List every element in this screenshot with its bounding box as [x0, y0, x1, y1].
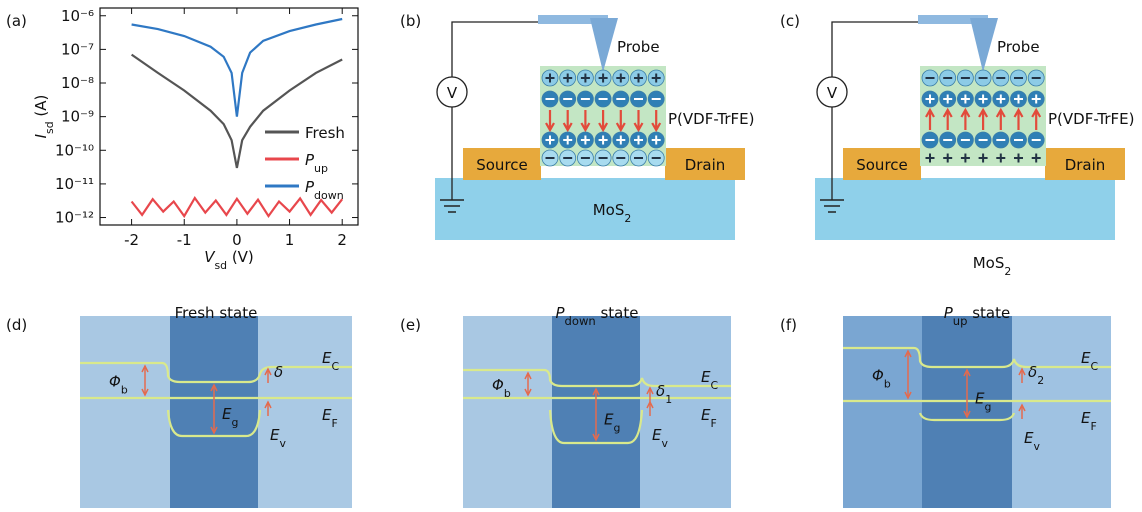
legend-label: Pdown [305, 178, 344, 202]
x-axis-label: Vsd (V) [204, 248, 254, 272]
barrier-label-part: b [504, 387, 511, 400]
ev-label-part: v [1033, 440, 1040, 453]
ef-label-part: F [710, 417, 716, 430]
barrier-label-part: Φ [109, 373, 121, 391]
voltmeter-label: V [447, 84, 458, 102]
channel [435, 178, 735, 240]
ec-label-part: C [331, 360, 339, 373]
channel-label-part: 2 [1004, 265, 1011, 278]
right-region [640, 316, 731, 508]
panel-label: (b) [400, 12, 421, 30]
band-title-part: down [565, 314, 596, 328]
x-axis-label-part: sd [214, 259, 227, 272]
panel-label: (d) [6, 316, 27, 334]
ferroelectric-label: P(VDF-TrFE) [668, 110, 754, 128]
channel-label-part: MoS [593, 201, 625, 219]
delta-label-part: δ [656, 382, 665, 400]
ec-label-part: C [1090, 360, 1098, 373]
ec-label-part: C [710, 379, 718, 392]
band-title-part: Fresh state [175, 304, 258, 322]
right-region [258, 316, 352, 508]
y-tick-label: 10⁻¹² [55, 209, 94, 227]
ef-label-part: F [1090, 420, 1096, 433]
x-tick-label: 0 [232, 231, 242, 249]
legend-name-sub: down [314, 189, 344, 202]
drain-label: Drain [1065, 156, 1106, 174]
voltmeter-label: V [827, 84, 838, 102]
gap-label-part: g [984, 400, 991, 413]
probe-label: Probe [617, 38, 660, 56]
series-line [132, 198, 343, 216]
probe-label: Probe [997, 38, 1040, 56]
channel-label-part: MoS [973, 254, 1005, 272]
legend-name: Fresh [305, 124, 345, 142]
gap-label-part: g [231, 416, 238, 429]
barrier-label-part: b [121, 383, 128, 396]
source-label: Source [856, 156, 908, 174]
probe-tip [970, 18, 998, 72]
x-tick-label: -2 [124, 231, 139, 249]
y-tick-label: 10⁻¹¹ [55, 175, 94, 193]
y-axis-label-part: (A) [32, 95, 50, 122]
panel-label: (a) [6, 12, 27, 30]
panel-label: (f) [780, 316, 797, 334]
x-tick-label: 2 [337, 231, 347, 249]
ev-label-part: v [661, 437, 668, 450]
y-tick-label: 10⁻⁶ [61, 7, 94, 25]
delta-label-part: 1 [665, 393, 672, 406]
x-axis-label-part: (V) [227, 248, 254, 266]
y-tick-label: 10⁻⁷ [61, 40, 94, 58]
y-tick-label: 10⁻⁹ [61, 108, 94, 126]
legend-name-sub: up [314, 162, 328, 175]
probe-tip [590, 18, 618, 72]
barrier-label-part: Φ [872, 367, 884, 385]
gap-label-part: g [613, 421, 620, 434]
source-label: Source [476, 156, 528, 174]
legend-label: Fresh [305, 124, 345, 142]
y-tick-label: 10⁻¹⁰ [55, 141, 94, 159]
delta-label-part: 2 [1037, 374, 1044, 387]
band-title: Fresh state [175, 304, 258, 322]
figure: (a) (b) (c) (d) (e) (f) 10⁻¹² 10⁻¹¹ 10⁻¹⁰ 10⁻⁹ 10⁻… [0, 0, 1142, 512]
delta-label-part: δ [1028, 363, 1037, 381]
x-tick-label: -1 [177, 231, 192, 249]
y-tick-label: 10⁻⁸ [61, 74, 94, 92]
panel-label: (c) [780, 12, 800, 30]
ef-label-part: F [331, 417, 337, 430]
barrier-label-part: Φ [492, 376, 504, 394]
y-axis-label-part: sd [43, 121, 56, 134]
y-axis-label: Isd (A) [32, 95, 56, 139]
ferroelectric-label: P(VDF-TrFE) [1048, 110, 1134, 128]
ev-label-part: v [279, 437, 286, 450]
channel-label-part: 2 [624, 212, 631, 225]
band-title-part: up [953, 314, 968, 328]
right-region [1012, 316, 1111, 508]
panel-label: (e) [400, 316, 421, 334]
channel [815, 178, 1115, 240]
legend-label: Pup [305, 151, 328, 175]
delta-label-part: δ [274, 363, 283, 381]
band-title-part: state [596, 304, 639, 322]
x-tick-label: 1 [285, 231, 295, 249]
barrier-label-part: b [884, 377, 891, 390]
channel-label: MoS2 [973, 254, 1012, 278]
drain-label: Drain [685, 156, 726, 174]
band-title-part: state [967, 304, 1010, 322]
series-line [132, 19, 343, 117]
delta-label: δ [274, 363, 283, 381]
